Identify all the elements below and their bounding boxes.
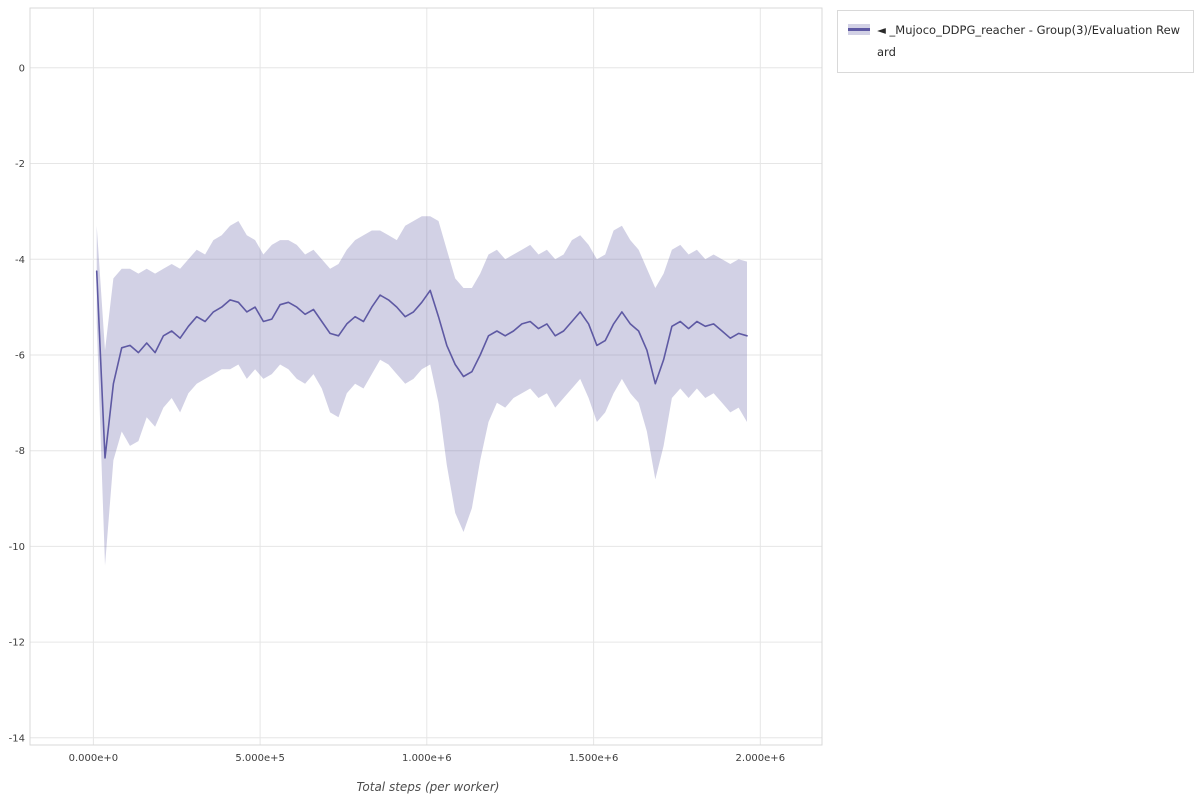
y-tick-label: 0	[19, 63, 25, 74]
legend-collapse-icon[interactable]: ◄	[877, 23, 886, 37]
legend-swatch-line	[848, 28, 870, 31]
x-tick-label: 1.500e+6	[569, 753, 619, 764]
plot-area[interactable]	[30, 8, 822, 745]
legend-entry[interactable]: ◄ _Mujoco_DDPG_reacher - Group(3)/Evalua…	[877, 19, 1183, 64]
x-tick-label: 1.000e+6	[402, 753, 452, 764]
series-line	[95, 270, 748, 459]
y-tick-label: -14	[9, 733, 25, 744]
y-tick-label: -12	[9, 638, 25, 649]
legend-swatch-band	[848, 24, 870, 35]
y-tick-label: -4	[15, 255, 25, 266]
x-tick-label: 2.000e+6	[736, 753, 786, 764]
y-tick-label: -6	[15, 351, 25, 362]
y-tick-label: -2	[15, 159, 25, 170]
plot-border	[29, 7, 823, 746]
y-tick-label: -10	[9, 542, 25, 553]
legend: ◄ _Mujoco_DDPG_reacher - Group(3)/Evalua…	[837, 10, 1194, 73]
x-axis-title: Total steps (per worker)	[357, 780, 500, 794]
x-tick-label: 5.000e+5	[235, 753, 285, 764]
legend-label[interactable]: _Mujoco_DDPG_reacher - Group(3)/Evaluati…	[877, 23, 1181, 60]
confidence-band	[96, 216, 747, 566]
y-tick-label: -8	[15, 446, 25, 457]
x-tick-label: 0.000e+0	[69, 753, 119, 764]
